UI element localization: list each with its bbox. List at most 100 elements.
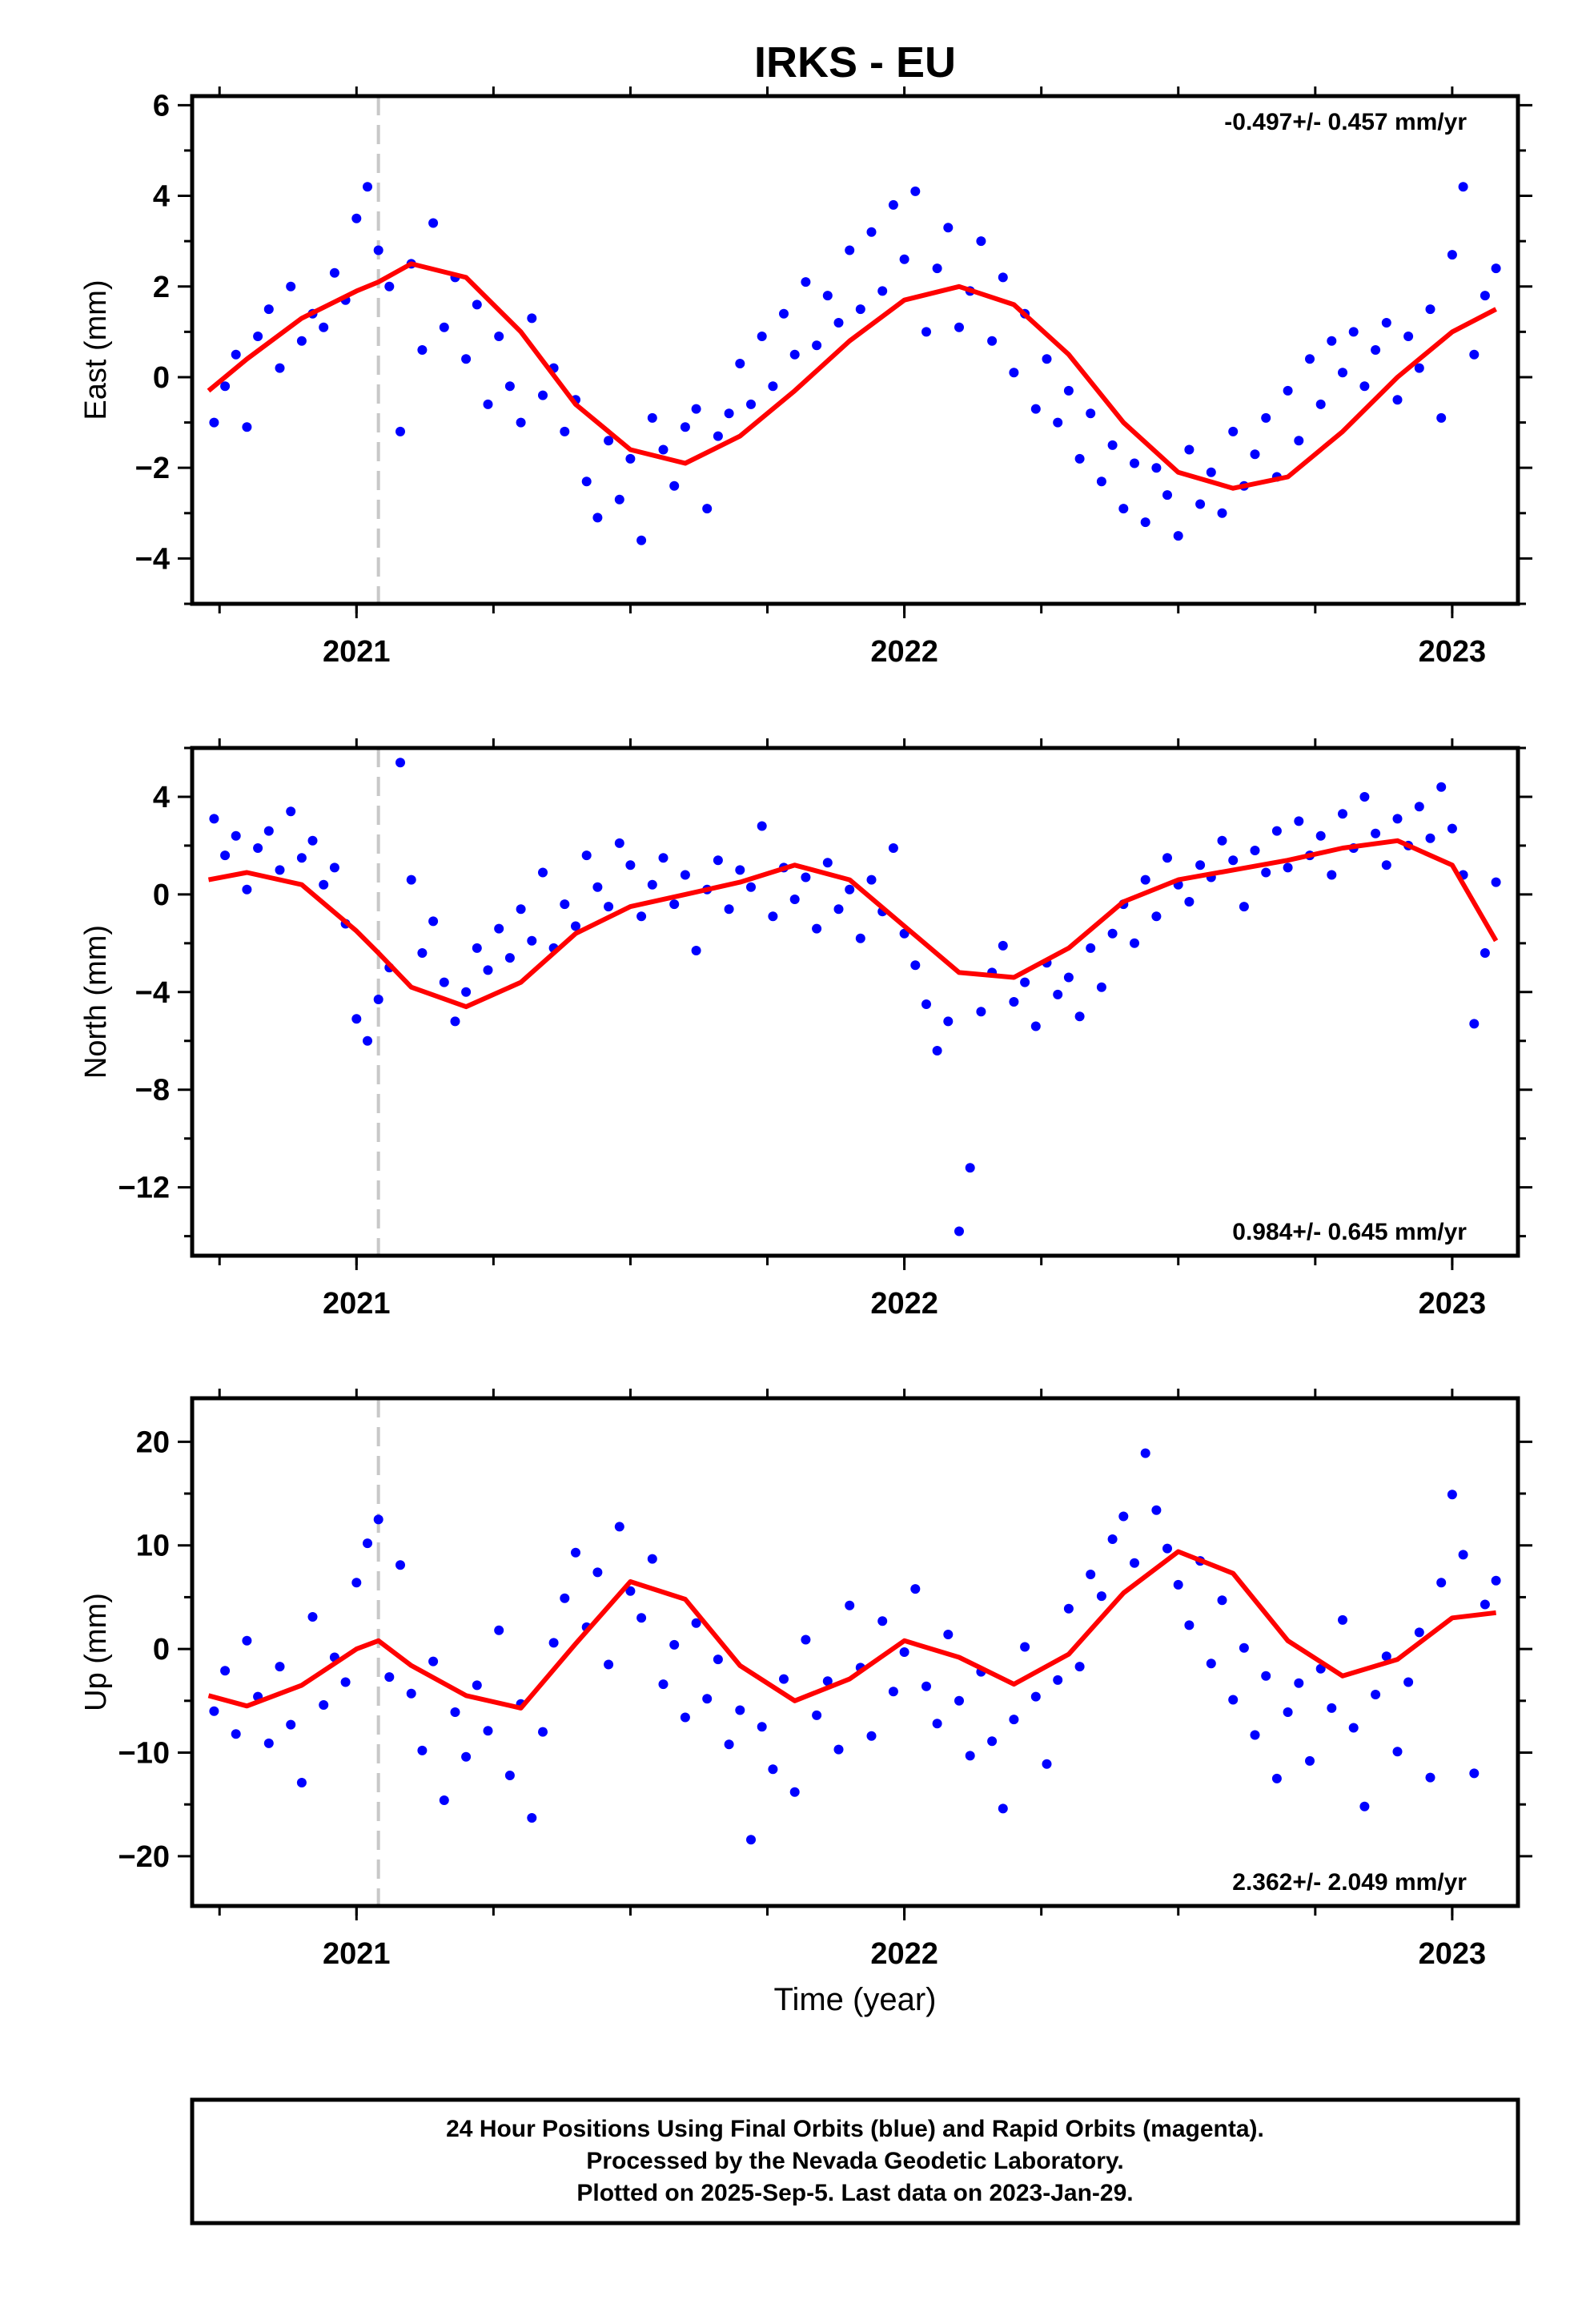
data-point <box>483 965 493 975</box>
data-point <box>965 1751 975 1761</box>
data-point <box>954 1695 964 1706</box>
y-tick-label: 4 <box>153 781 170 814</box>
data-point <box>1184 444 1195 455</box>
data-point <box>516 417 526 428</box>
data-point <box>1359 792 1370 802</box>
data-point <box>428 1656 439 1667</box>
data-point <box>209 814 219 824</box>
data-point <box>757 1722 767 1732</box>
data-point <box>450 1707 460 1717</box>
data-point <box>1425 1772 1435 1783</box>
y-tick-label: 4 <box>153 180 170 214</box>
data-point <box>461 354 472 364</box>
data-point <box>1469 1019 1480 1029</box>
data-point <box>789 349 800 360</box>
data-point <box>1130 938 1139 948</box>
data-point <box>1480 291 1490 301</box>
data-point <box>812 1710 822 1720</box>
data-point <box>954 322 964 332</box>
y-tick-label: −2 <box>135 452 170 485</box>
data-point <box>998 1803 1008 1814</box>
data-point <box>888 199 898 210</box>
footer-line-2: Processed by the Nevada Geodetic Laborat… <box>586 2148 1123 2174</box>
data-point <box>625 453 636 464</box>
data-point <box>263 1738 274 1748</box>
data-point <box>527 1813 537 1823</box>
data-point <box>866 1731 877 1741</box>
data-point <box>263 304 274 315</box>
data-point <box>1228 1695 1239 1705</box>
x-tick-label: 2023 <box>1419 635 1487 669</box>
data-point <box>494 1625 504 1635</box>
data-point <box>307 1612 318 1622</box>
y-tick-label: 10 <box>136 1530 170 1563</box>
data-point <box>1414 802 1424 812</box>
data-point <box>417 1745 428 1755</box>
data-point <box>888 843 898 853</box>
data-point <box>494 332 504 341</box>
data-point <box>1327 1703 1337 1713</box>
data-point <box>1217 508 1227 518</box>
plot-frame <box>190 94 1520 606</box>
data-point <box>1491 1575 1501 1586</box>
data-point <box>286 1719 296 1730</box>
data-point <box>581 476 592 487</box>
data-point <box>932 1046 942 1055</box>
data-point <box>231 1729 241 1739</box>
data-point <box>866 875 877 885</box>
data-point <box>1184 897 1195 907</box>
x-tick-label: 2022 <box>870 635 938 669</box>
data-point <box>472 1680 482 1691</box>
data-point <box>1338 809 1347 819</box>
data-point <box>406 875 416 885</box>
data-point <box>439 977 449 987</box>
data-point <box>822 858 833 868</box>
data-point <box>351 1578 362 1588</box>
x-tick-label: 2021 <box>323 635 391 669</box>
data-point <box>1283 385 1293 396</box>
data-point <box>1305 1755 1315 1766</box>
data-point <box>1239 902 1249 912</box>
data-point <box>702 1694 713 1704</box>
data-point <box>1118 504 1129 514</box>
data-point <box>1447 823 1457 834</box>
data-point <box>877 1616 888 1626</box>
data-point <box>1020 1642 1030 1652</box>
data-point <box>1283 862 1293 873</box>
data-point <box>439 1795 449 1805</box>
data-point <box>1491 877 1501 887</box>
y-tick-label: −10 <box>118 1737 170 1771</box>
y-axis-title: East (mm) <box>79 279 113 420</box>
data-point <box>899 254 909 264</box>
data-point <box>1338 1614 1347 1625</box>
data-point <box>1042 1759 1052 1769</box>
data-point <box>855 304 865 315</box>
data-point <box>560 426 570 436</box>
data-point <box>548 1638 559 1648</box>
data-point <box>1206 467 1216 477</box>
data-point <box>1359 381 1370 392</box>
data-point <box>768 1764 778 1775</box>
data-point <box>636 911 647 922</box>
data-point <box>877 286 888 296</box>
data-point <box>571 1547 580 1558</box>
data-point <box>220 1666 231 1676</box>
footer-line-3: Plotted on 2025-Sep-5. Last data on 2023… <box>576 2180 1133 2206</box>
data-point <box>1063 385 1074 396</box>
data-point <box>888 1687 898 1697</box>
data-point <box>1305 354 1315 364</box>
data-point <box>1217 1595 1227 1606</box>
data-point <box>1271 826 1282 836</box>
data-point <box>757 821 767 831</box>
data-point <box>735 1705 745 1715</box>
data-point <box>231 830 241 841</box>
x-tick-label: 2023 <box>1419 1287 1487 1321</box>
data-point <box>757 332 767 341</box>
data-point <box>647 879 657 890</box>
data-point <box>1151 911 1162 922</box>
data-point <box>428 218 439 228</box>
data-point <box>242 884 252 895</box>
data-point <box>319 879 329 890</box>
data-point <box>417 948 428 958</box>
